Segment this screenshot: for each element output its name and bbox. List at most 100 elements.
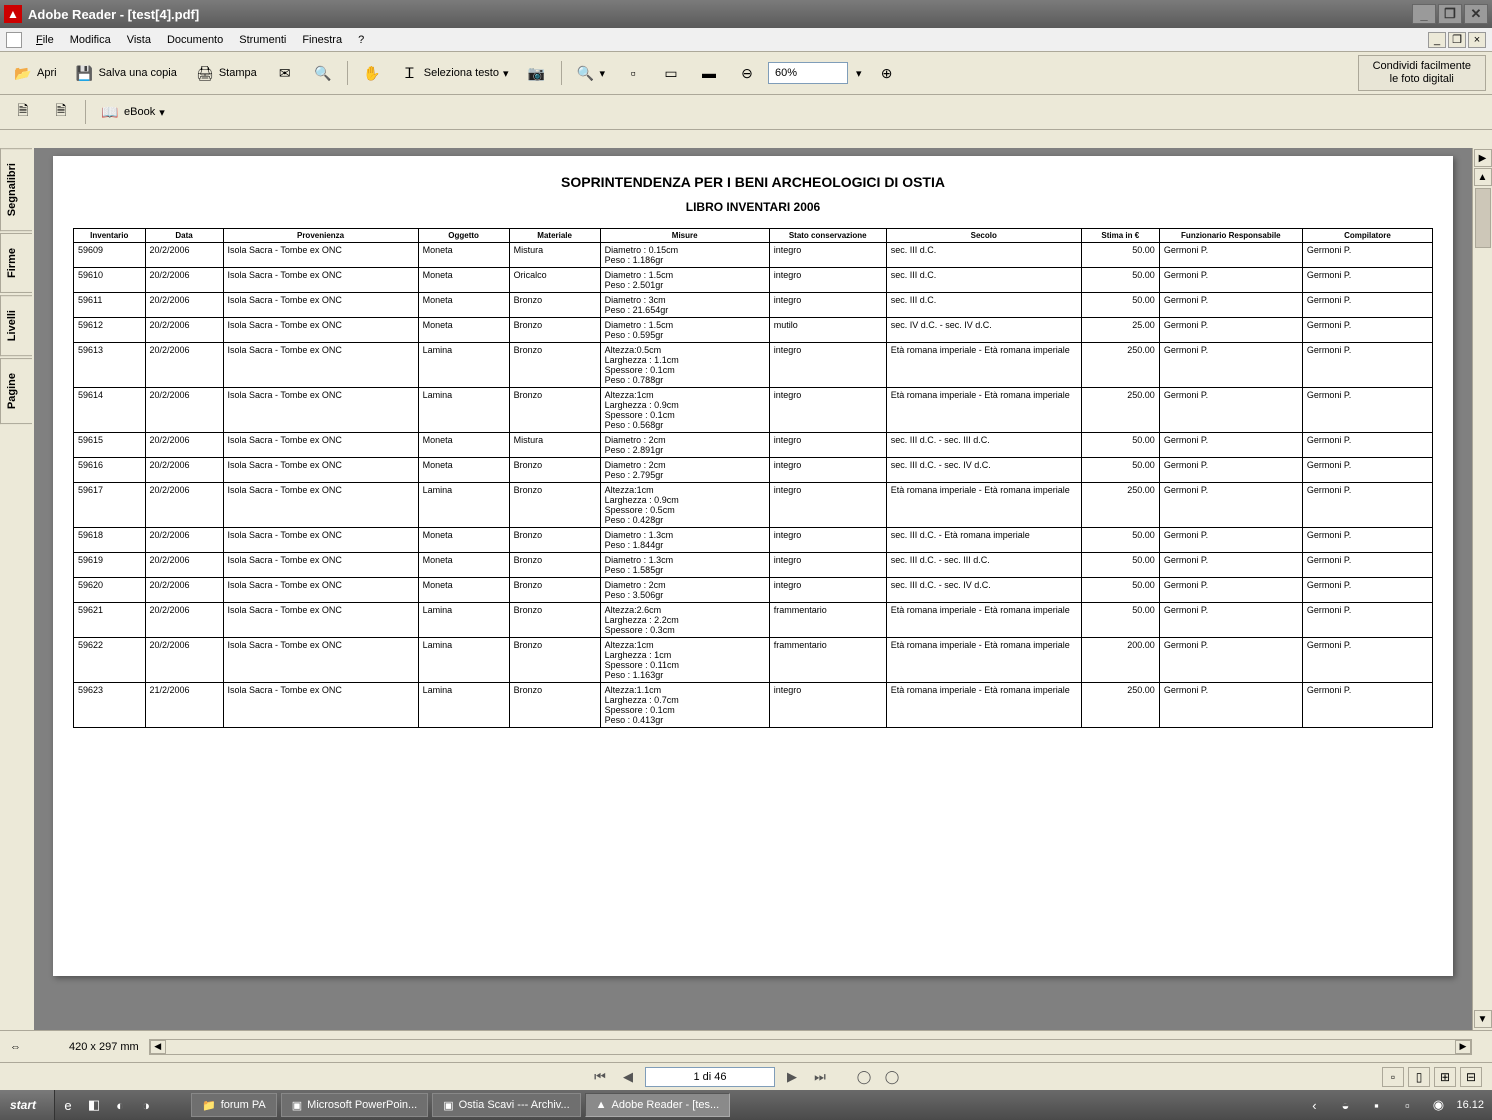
tab-pagine[interactable]: Pagine	[0, 358, 32, 424]
zoom-out-button[interactable]: ⊖	[730, 59, 764, 87]
print-button[interactable]: 🖨 Stampa	[188, 59, 264, 87]
tab-firme[interactable]: Firme	[0, 233, 32, 293]
next-page-button[interactable]: ▶	[781, 1067, 803, 1087]
cell-comp: Germoni P.	[1302, 318, 1432, 343]
dropdown-arrow-icon: ▾	[503, 67, 509, 80]
search-button[interactable]: 🔍	[306, 59, 340, 87]
mdi-close-button[interactable]: ×	[1468, 32, 1486, 48]
table-row: 5961120/2/2006Isola Sacra - Tombe ex ONC…	[74, 293, 1433, 318]
page-number-box[interactable]: 1 di 46	[645, 1067, 775, 1087]
menu-strumenti[interactable]: Strumenti	[231, 31, 294, 49]
fit-page-button[interactable]: ▭	[654, 59, 688, 87]
cell-mat: Bronzo	[509, 683, 600, 728]
mdi-restore-button[interactable]: ❐	[1448, 32, 1466, 48]
hscroll-right-button[interactable]: ▶	[1455, 1040, 1471, 1054]
task-adobe-reader[interactable]: ▲ Adobe Reader - [tes...	[585, 1093, 731, 1117]
cell-funz: Germoni P.	[1159, 293, 1302, 318]
promo-banner[interactable]: Condividi facilmente le foto digitali	[1358, 55, 1486, 91]
zoom-in-button[interactable]: 🔍 ▾	[569, 59, 613, 87]
snapshot-button[interactable]: 📷	[520, 59, 554, 87]
tray-shield-icon[interactable]: ◒	[1335, 1095, 1355, 1115]
scroll-up-button[interactable]: ▲	[1474, 168, 1492, 186]
tray-network-icon[interactable]: ▪	[1366, 1095, 1386, 1115]
minus-icon: ⊖	[737, 63, 757, 83]
facing-view-button[interactable]: ⊞	[1434, 1067, 1456, 1087]
actual-size-button[interactable]: ▫	[616, 59, 650, 87]
cell-stima: 50.00	[1081, 578, 1159, 603]
tray-arrow-icon[interactable]: ‹	[1304, 1095, 1324, 1115]
window-titlebar: ▲ Adobe Reader - [test[4].pdf] _ ❐ ✕	[0, 0, 1492, 28]
continuous-facing-view-button[interactable]: ⊟	[1460, 1067, 1482, 1087]
cell-sec: sec. III d.C. - sec. III d.C.	[886, 553, 1081, 578]
tab-livelli[interactable]: Livelli	[0, 295, 32, 356]
menu-vista[interactable]: Vista	[119, 31, 159, 49]
cell-prov: Isola Sacra - Tombe ex ONC	[223, 483, 418, 528]
cell-ogg: Lamina	[418, 343, 509, 388]
select-text-button[interactable]: Ꮖ Seleziona testo ▾	[393, 59, 516, 87]
save-copy-button[interactable]: 💾 Salva una copia	[68, 59, 184, 87]
fit-width-button[interactable]: ▬	[692, 59, 726, 87]
forward-button[interactable]: ◯	[881, 1067, 903, 1087]
zoom-input[interactable]: 60%	[768, 62, 848, 84]
cell-inv: 59616	[74, 458, 146, 483]
quicklaunch-desktop-icon[interactable]: ◧	[84, 1095, 104, 1115]
quicklaunch-ie-icon[interactable]: e	[58, 1095, 78, 1115]
tray-antivirus-icon[interactable]: ◉	[1428, 1095, 1448, 1115]
menu-modifica[interactable]: Modifica	[62, 31, 119, 49]
back-button[interactable]: ◯	[853, 1067, 875, 1087]
task-forum[interactable]: 📁 forum PA	[191, 1093, 277, 1117]
maximize-button[interactable]: ❐	[1438, 4, 1462, 24]
mdi-minimize-button[interactable]: _	[1428, 32, 1446, 48]
quicklaunch-outlook-icon[interactable]: ◑	[136, 1095, 156, 1115]
print-label: Stampa	[219, 67, 257, 79]
cell-comp: Germoni P.	[1302, 458, 1432, 483]
howto-button[interactable]: 🗎	[6, 98, 40, 126]
hand-tool-button[interactable]: ✋	[355, 59, 389, 87]
prev-page-button[interactable]: ◀	[617, 1067, 639, 1087]
menu-help[interactable]: ?	[350, 31, 372, 49]
cell-stima: 50.00	[1081, 553, 1159, 578]
howto2-button[interactable]: 🗎	[44, 98, 78, 126]
task-powerpoint[interactable]: ▣ Microsoft PowerPoin...	[281, 1093, 428, 1117]
zoom-in-plus-button[interactable]: ⊕	[870, 59, 904, 87]
tab-segnalibri[interactable]: Segnalibri	[0, 148, 32, 231]
clock[interactable]: 16.12	[1456, 1099, 1484, 1111]
cell-inv: 59622	[74, 638, 146, 683]
last-page-button[interactable]: ⏭	[809, 1067, 831, 1087]
folder-open-icon: 📂	[13, 63, 33, 83]
horizontal-scrollbar[interactable]: ◀ ▶	[149, 1039, 1472, 1055]
menu-finestra[interactable]: Finestra	[294, 31, 350, 49]
continuous-view-button[interactable]: ▯	[1408, 1067, 1430, 1087]
quicklaunch-media-icon[interactable]: ◐	[110, 1095, 130, 1115]
start-button[interactable]: start	[0, 1090, 55, 1120]
vertical-scrollbar[interactable]: ▶ ▲ ▼	[1472, 148, 1492, 1030]
cell-stato: integro	[769, 458, 886, 483]
scroll-thumb[interactable]	[1475, 188, 1491, 248]
close-button[interactable]: ✕	[1464, 4, 1488, 24]
menu-file[interactable]: File	[28, 31, 62, 49]
cell-mis: Diametro : 1.3cm Peso : 1.844gr	[600, 528, 769, 553]
cell-stima: 250.00	[1081, 388, 1159, 433]
ebook-button[interactable]: 📖 eBook ▾	[93, 98, 172, 126]
cell-prov: Isola Sacra - Tombe ex ONC	[223, 293, 418, 318]
cell-prov: Isola Sacra - Tombe ex ONC	[223, 243, 418, 268]
start-label: start	[10, 1098, 36, 1112]
first-page-button[interactable]: ⏮	[589, 1067, 611, 1087]
open-button[interactable]: 📂 Apri	[6, 59, 64, 87]
hscroll-left-button[interactable]: ◀	[150, 1040, 166, 1054]
document-area[interactable]: SOPRINTENDENZA PER I BENI ARCHEOLOGICI D…	[34, 148, 1472, 1030]
cell-stato: integro	[769, 388, 886, 433]
table-row: 5962220/2/2006Isola Sacra - Tombe ex ONC…	[74, 638, 1433, 683]
email-button[interactable]: ✉	[268, 59, 302, 87]
cell-prov: Isola Sacra - Tombe ex ONC	[223, 458, 418, 483]
scroll-right-button[interactable]: ▶	[1474, 149, 1492, 167]
menu-documento[interactable]: Documento	[159, 31, 231, 49]
minimize-button[interactable]: _	[1412, 4, 1436, 24]
scroll-down-button[interactable]: ▼	[1474, 1010, 1492, 1028]
dropdown-arrow-icon[interactable]: ▾	[852, 67, 866, 80]
inventory-table: Inventario Data Provenienza Oggetto Mate…	[73, 228, 1433, 728]
task-ostia[interactable]: ▣ Ostia Scavi --- Archiv...	[432, 1093, 580, 1117]
tray-volume-icon[interactable]: ▫	[1397, 1095, 1417, 1115]
resize-grip-icon[interactable]: ⇔	[10, 1041, 21, 1053]
single-page-view-button[interactable]: ▫	[1382, 1067, 1404, 1087]
